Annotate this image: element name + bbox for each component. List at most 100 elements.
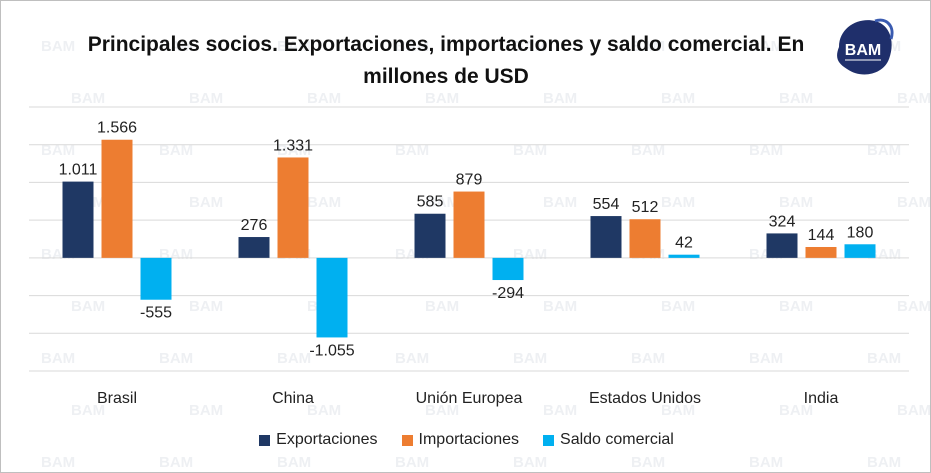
watermark-text: BAM: [779, 194, 813, 211]
category-label: India: [804, 390, 839, 407]
watermark-text: BAM: [543, 90, 577, 107]
bam-logo: BAM: [837, 18, 894, 75]
watermark-text: BAM: [277, 454, 311, 471]
legend-swatch: [259, 434, 271, 446]
watermark-text: BAM: [189, 402, 223, 419]
watermark-text: BAM: [425, 298, 459, 315]
watermark-text: BAM: [41, 350, 75, 367]
watermark-text: BAM: [71, 90, 105, 107]
legend-item: Saldo comercial: [543, 431, 674, 449]
category-label: Unión Europea: [416, 390, 523, 407]
watermark-text: BAM: [897, 90, 931, 107]
bar-saldo-comercial: [844, 244, 876, 258]
category-label: Estados Unidos: [589, 390, 701, 407]
legend-item: Importaciones: [401, 431, 520, 449]
watermark-text: BAM: [867, 454, 901, 471]
watermark-text: BAM: [159, 38, 193, 55]
category-label: China: [272, 390, 314, 407]
legend-label: Exportaciones: [276, 431, 378, 448]
watermark-text: BAM: [513, 142, 547, 159]
watermark-text: BAM: [631, 38, 665, 55]
bar-saldo-comercial: [316, 257, 348, 338]
legend-label: Importaciones: [418, 431, 520, 448]
watermark-text: BAM: [661, 90, 695, 107]
watermark-text: BAM: [513, 454, 547, 471]
bar-saldo-comercial: [668, 254, 700, 258]
chart-title: Principales socios. Exportaciones, impor…: [87, 33, 805, 88]
legend-label: Saldo comercial: [560, 431, 674, 448]
bar-exportaciones: [766, 233, 798, 258]
bar-exportaciones: [238, 237, 270, 258]
watermark-text: BAM: [189, 298, 223, 315]
watermark-text: BAM: [661, 402, 695, 419]
watermark-text: BAM: [779, 402, 813, 419]
watermark-text: BAM: [425, 90, 459, 107]
data-label: 1.011: [59, 162, 98, 179]
watermark-text: BAM: [749, 38, 783, 55]
data-label: 1.566: [97, 120, 137, 137]
bar-importaciones: [277, 157, 309, 258]
watermark-text: BAM: [277, 350, 311, 367]
watermark-text: BAM: [543, 194, 577, 211]
watermark-text: BAM: [41, 454, 75, 471]
data-label: 276: [241, 217, 268, 234]
watermark-text: BAM: [307, 194, 341, 211]
watermark-text: BAM: [631, 350, 665, 367]
watermark-text: BAM: [159, 454, 193, 471]
bar-exportaciones: [590, 216, 622, 258]
logo-text: BAM: [845, 42, 881, 59]
watermark-text: BAM: [749, 142, 783, 159]
watermark-text: BAM: [543, 402, 577, 419]
data-label: 554: [593, 196, 620, 213]
watermark-text: BAM: [395, 142, 429, 159]
watermark-text: BAM: [631, 454, 665, 471]
watermark-text: BAM: [395, 350, 429, 367]
data-label: 1.331: [273, 137, 313, 154]
watermark-text: BAM: [189, 194, 223, 211]
watermark-text: BAM: [159, 350, 193, 367]
watermark-text: BAM: [513, 350, 547, 367]
bar-importaciones: [453, 191, 485, 258]
watermark-text: BAM: [277, 38, 311, 55]
bar-saldo-comercial: [492, 257, 524, 281]
bar-importaciones: [101, 139, 133, 258]
legend-swatch: [543, 434, 555, 446]
watermark-text: BAM: [779, 298, 813, 315]
watermark-text: BAM: [867, 142, 901, 159]
watermark-text: BAM: [661, 298, 695, 315]
data-label: -1.055: [309, 342, 354, 359]
data-label: 324: [769, 213, 796, 230]
watermark-text: BAM: [749, 350, 783, 367]
data-label: -294: [492, 285, 524, 302]
watermark-text: BAM: [779, 90, 813, 107]
data-label: 42: [675, 235, 693, 252]
watermark-text: BAM: [307, 402, 341, 419]
watermark-text: BAM: [631, 142, 665, 159]
watermark-text: BAM: [425, 194, 459, 211]
watermark-text: BAM: [71, 402, 105, 419]
bar-importaciones: [805, 246, 837, 258]
watermark-text: BAM: [395, 454, 429, 471]
watermark-text: BAM: [71, 298, 105, 315]
watermark-text: BAM: [41, 142, 75, 159]
watermark-text: BAM: [543, 298, 577, 315]
data-label: 180: [847, 224, 874, 241]
watermark-text: BAM: [159, 142, 193, 159]
data-label: 879: [456, 172, 483, 189]
watermark-text: BAM: [661, 194, 695, 211]
watermark-text: BAM: [897, 298, 931, 315]
chart-legend: Exportaciones Importaciones Saldo comercia…: [1, 431, 930, 449]
watermark-text: BAM: [897, 402, 931, 419]
bar-importaciones: [629, 219, 661, 258]
bar-saldo-comercial: [140, 257, 172, 300]
data-label: 512: [632, 199, 659, 216]
watermark-text: BAM: [749, 454, 783, 471]
watermark-text: BAM: [867, 350, 901, 367]
watermark-text: BAM: [395, 38, 429, 55]
bar-exportaciones: [62, 181, 94, 258]
bar-exportaciones: [414, 213, 446, 258]
category-label: Brasil: [97, 390, 137, 407]
legend-item: Exportaciones: [259, 431, 378, 449]
